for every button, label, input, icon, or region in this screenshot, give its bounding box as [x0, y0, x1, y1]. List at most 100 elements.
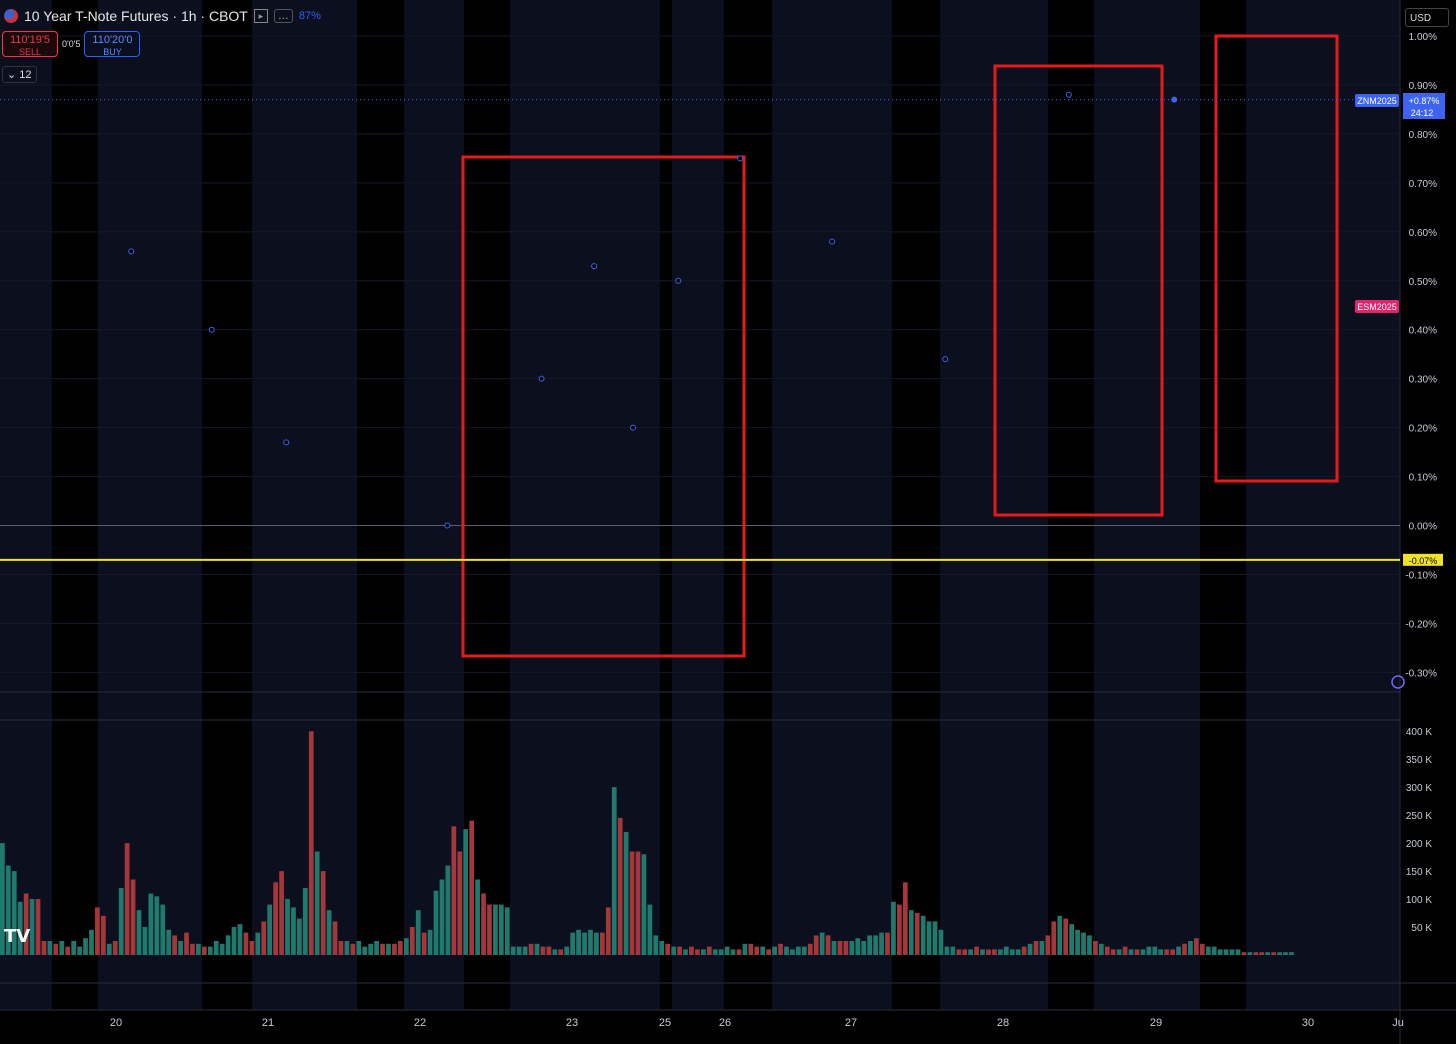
volume-bar	[201, 946, 207, 955]
interval-selector[interactable]: ⌄ 12	[2, 66, 37, 83]
volume-bar	[582, 932, 587, 955]
volume-tick-label: 300 K	[1406, 783, 1432, 794]
volume-bar	[813, 935, 819, 955]
es-symbol-text: ESM2025	[1357, 302, 1397, 312]
volume-bar	[950, 946, 956, 955]
currency-selector[interactable]: USD	[1405, 8, 1449, 27]
x-tick-label: 20	[110, 1017, 122, 1029]
volume-bar	[885, 932, 890, 955]
x-tick-label: 28	[997, 1017, 1009, 1029]
volume-bar	[528, 943, 534, 955]
volume-bar	[796, 946, 801, 955]
volume-bar	[683, 949, 688, 955]
session-shade	[252, 0, 357, 1010]
volume-bar	[825, 935, 831, 955]
volume-bar	[594, 932, 599, 955]
volume-bar	[124, 843, 130, 955]
y-tick-label: 0.10%	[1409, 473, 1437, 484]
volume-bar	[291, 907, 296, 955]
y-tick-label: -0.20%	[1405, 619, 1437, 630]
session-marker	[675, 277, 682, 284]
volume-bar	[368, 943, 374, 955]
volume-bar	[891, 901, 896, 955]
volume-bar	[1051, 921, 1057, 955]
volume-bar	[1033, 941, 1039, 955]
volume-bar	[1199, 943, 1205, 955]
volume-bar	[142, 927, 148, 955]
volume-bar	[1063, 918, 1069, 955]
volume-bar	[172, 935, 178, 955]
volume-bar	[1247, 952, 1253, 955]
volume-bar	[1235, 949, 1241, 955]
session-shade	[510, 0, 660, 1010]
volume-bar	[498, 904, 504, 955]
volume-bar	[439, 879, 445, 955]
volume-bar	[1283, 952, 1288, 955]
volume-bar	[403, 938, 409, 955]
volume-bar	[992, 949, 997, 955]
volume-bar	[409, 927, 415, 955]
volume-bar	[766, 949, 772, 955]
volume-bar	[1146, 946, 1152, 955]
volume-bar	[314, 851, 320, 955]
volume-bar	[641, 854, 647, 955]
volume-bar	[130, 879, 136, 955]
volume-bar	[219, 943, 225, 955]
zn-symbol-tag	[1355, 94, 1399, 107]
volume-bar	[819, 932, 825, 955]
session-marker	[829, 238, 836, 245]
collapse-icon[interactable]: ▸	[253, 9, 268, 23]
symbol-title[interactable]: 10 Year T-Note Futures · 1h · CBOT	[24, 8, 248, 24]
volume-bar	[53, 943, 59, 955]
volume-bar	[374, 941, 379, 955]
y-tick-label: 1.00%	[1409, 32, 1437, 43]
y-tick-label: 0.60%	[1409, 228, 1437, 239]
sell-button[interactable]: 110'19'5 SELL	[2, 31, 58, 57]
volume-bar	[588, 929, 593, 955]
volume-bar	[451, 826, 457, 955]
volume-bar	[297, 918, 302, 955]
volume-bar	[849, 941, 855, 955]
volume-bar	[807, 943, 813, 955]
reference-label: -0.07%	[1409, 556, 1438, 566]
volume-bar	[326, 910, 332, 955]
volume-bar	[308, 731, 314, 955]
volume-bar	[65, 946, 71, 955]
volume-bar	[1241, 952, 1247, 955]
volume-bar	[908, 910, 914, 955]
highlight-box	[1214, 34, 1339, 483]
volume-bar	[17, 901, 23, 955]
volume-bar	[1009, 949, 1015, 955]
volume-bar	[1003, 946, 1009, 955]
y-tick-label: 0.80%	[1409, 130, 1437, 141]
volume-bar	[724, 946, 730, 955]
volume-bar	[611, 787, 617, 955]
volume-bar	[1170, 949, 1175, 955]
volume-bar	[831, 941, 837, 955]
buy-button[interactable]: 110'20'0 BUY	[84, 31, 141, 57]
session-shade	[1246, 0, 1400, 1010]
volume-bar	[249, 941, 255, 955]
volume-bar	[1093, 941, 1098, 955]
volume-bar	[843, 941, 849, 955]
volume-bar	[659, 941, 665, 955]
volume-bar	[1134, 949, 1140, 955]
session-marker	[128, 248, 135, 255]
x-tick-label: 23	[566, 1017, 578, 1029]
volume-bar	[285, 899, 290, 955]
volume-bar	[392, 943, 397, 955]
y-tick-label: 0.00%	[1409, 522, 1437, 533]
volume-bar	[552, 949, 558, 955]
scroll-to-latest-icon	[1391, 675, 1405, 689]
session-shade	[0, 0, 52, 1010]
volume-bar	[47, 941, 53, 955]
volume-tick-label: 200 K	[1406, 839, 1432, 850]
more-dots-button[interactable]: …	[273, 9, 293, 23]
y-tick-label: 0.70%	[1409, 179, 1437, 190]
session-marker	[942, 356, 949, 363]
volume-bar	[362, 946, 368, 955]
x-tick-label: 22	[414, 1017, 426, 1029]
volume-bar	[968, 949, 974, 955]
volume-bar	[344, 941, 350, 955]
volume-bar	[867, 935, 873, 955]
